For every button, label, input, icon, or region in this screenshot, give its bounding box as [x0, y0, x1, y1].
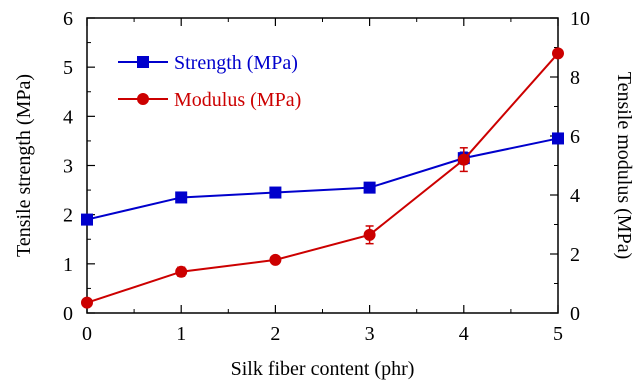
x-tick-label: 4 [459, 323, 469, 345]
x-axis-title: Silk fiber content (phr) [231, 358, 415, 380]
y-right-tick-label: 4 [570, 185, 580, 207]
series-marker-circle [457, 153, 470, 166]
legend: Strength (MPa) Modulus (MPa) [118, 52, 301, 111]
y-left-tick-label: 2 [63, 205, 73, 227]
y-right-tick-label: 10 [570, 8, 590, 30]
y-left-tick-label: 1 [63, 254, 73, 276]
series-marker-circle [552, 47, 564, 60]
y-axis-right-title: Tensile modulus (MPa) [613, 72, 635, 259]
series-marker-circle [269, 253, 282, 266]
y-axis-left-title: Tensile strength (MPa) [13, 74, 35, 257]
x-tick-label: 5 [553, 323, 563, 345]
series-circle [81, 47, 564, 309]
series-marker-square [269, 186, 282, 199]
series-marker-square [552, 132, 564, 145]
series-marker-square [81, 213, 93, 226]
x-tick-label: 0 [82, 323, 92, 345]
y-left-tick-label: 3 [63, 156, 73, 178]
x-tick-label: 1 [176, 323, 186, 345]
series-marker-circle [175, 265, 188, 278]
series-marker-circle [363, 228, 376, 241]
series-line [86, 52, 559, 304]
x-tick-label: 2 [270, 323, 280, 345]
series-marker-square [363, 181, 376, 194]
y-left-tick-label: 0 [63, 303, 73, 325]
y-right-tick-label: 6 [570, 126, 580, 148]
legend-label: Strength (MPa) [174, 52, 298, 74]
x-tick-label: 3 [365, 323, 375, 345]
y-right-tick-label: 8 [570, 67, 580, 89]
y-right-tick-label: 0 [570, 303, 580, 325]
y-left-tick-label: 4 [63, 106, 73, 128]
y-left-tick-label: 5 [63, 57, 73, 79]
series-marker-square [175, 191, 188, 204]
series-marker-circle [81, 296, 93, 309]
series-marker-square [137, 56, 149, 68]
series-square [81, 132, 564, 226]
series-line [86, 137, 559, 221]
series-marker-circle [137, 93, 149, 105]
legend-label: Modulus (MPa) [174, 89, 301, 111]
series-layer [81, 47, 564, 309]
y-right-tick-label: 2 [570, 244, 580, 266]
y-left-tick-label: 6 [63, 8, 73, 30]
